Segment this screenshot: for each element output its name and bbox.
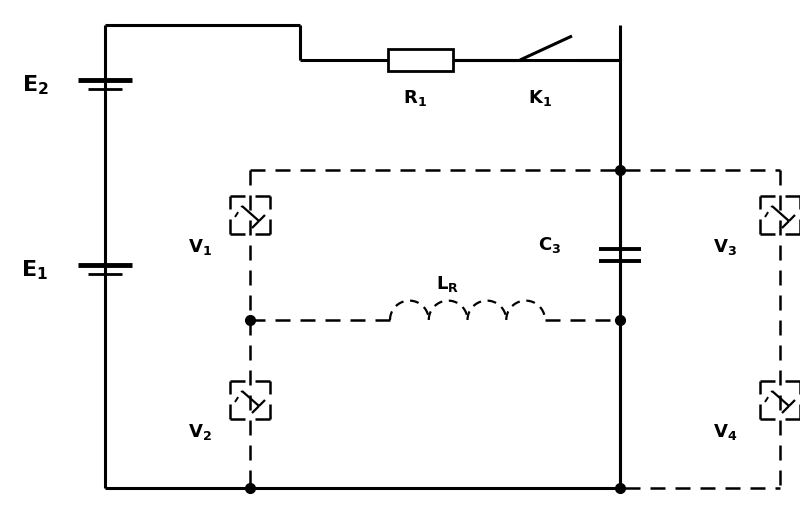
Text: $\mathbf{L_R}$: $\mathbf{L_R}$	[436, 274, 459, 294]
Text: $\mathbf{C_3}$: $\mathbf{C_3}$	[538, 235, 562, 255]
Text: $\mathbf{K_1}$: $\mathbf{K_1}$	[528, 88, 552, 108]
Text: $\mathbf{V_4}$: $\mathbf{V_4}$	[713, 422, 737, 442]
Text: $\mathbf{V_2}$: $\mathbf{V_2}$	[188, 422, 212, 442]
Bar	[387, 49, 453, 71]
Text: $\mathbf{E_1}$: $\mathbf{E_1}$	[22, 258, 49, 282]
Text: $\mathbf{V_3}$: $\mathbf{V_3}$	[713, 237, 737, 257]
Text: $\mathbf{E_2}$: $\mathbf{E_2}$	[22, 73, 49, 97]
Text: $\mathbf{R_1}$: $\mathbf{R_1}$	[403, 88, 427, 108]
Text: $\mathbf{V_1}$: $\mathbf{V_1}$	[188, 237, 212, 257]
